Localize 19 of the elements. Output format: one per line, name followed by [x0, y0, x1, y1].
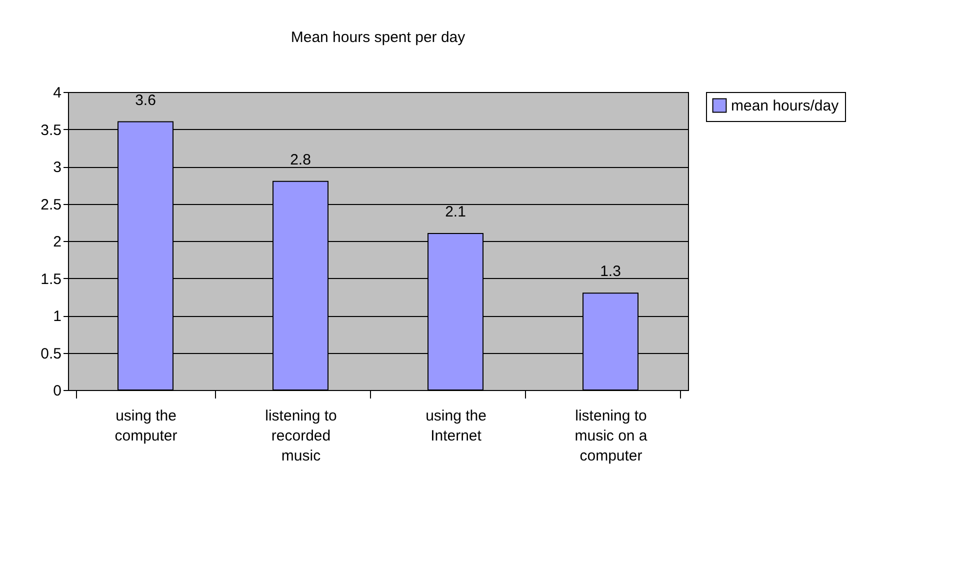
y-tick-label: 2.5	[40, 196, 62, 214]
y-tick-label: 1	[53, 308, 62, 325]
data-label: 3.6	[135, 92, 156, 109]
y-tick-label: 0.5	[40, 345, 62, 362]
y-tick-label: 4	[53, 84, 62, 102]
y-tick-label: 3	[53, 159, 62, 176]
y-tick-label: 2	[53, 234, 62, 250]
chart-title: Mean hours spent per day	[290, 29, 466, 46]
data-label: 2.1	[445, 204, 466, 221]
x-tick-label: using the computer	[114, 408, 178, 444]
y-tick-label: 0	[53, 382, 62, 400]
y-tick-label: 3.5	[40, 122, 62, 139]
x-tick-label: listening to recorded music	[265, 408, 337, 464]
legend-label: mean hours/day	[731, 98, 840, 114]
x-tick-label: listening to music on a computer	[574, 408, 648, 464]
x-tick-label: using the Internet	[426, 408, 486, 444]
data-label: 1.3	[600, 263, 621, 280]
y-tick-label: 1.5	[40, 270, 62, 288]
data-label: 2.8	[290, 151, 311, 168]
